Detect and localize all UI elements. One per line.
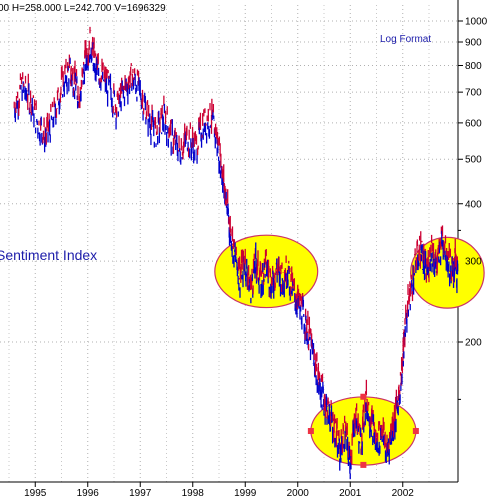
x-tick-label-1998: 1998 (182, 488, 205, 499)
x-tick-label-2001: 2001 (339, 488, 362, 499)
grid (0, 5, 458, 482)
handle-marker-3 (412, 428, 419, 435)
x-tick-label-2002: 2002 (392, 488, 415, 499)
y-tick-label-900: 900 (465, 38, 482, 49)
x-tick-label-2000: 2000 (287, 488, 310, 499)
highlight-ellipse-3 (410, 236, 485, 309)
y-tick-label-700: 700 (465, 88, 482, 99)
x-tick-label-1996: 1996 (77, 488, 100, 499)
y-tick-label-500: 500 (465, 155, 482, 166)
price-series (13, 26, 459, 480)
sentiment-index-label: Sentiment Index (0, 247, 97, 263)
y-tick-label-600: 600 (465, 118, 482, 129)
x-tick-label-1997: 1997 (129, 488, 152, 499)
handle-marker-4 (360, 461, 367, 468)
y-tick-label-200: 200 (465, 338, 482, 349)
y-tick-label-1000: 1000 (465, 17, 488, 28)
x-tick-label-1999: 1999 (234, 488, 257, 499)
log-format-label: Log Format (380, 34, 431, 45)
y-tick-label-300: 300 (465, 257, 482, 268)
handle-marker-1 (360, 393, 367, 400)
header-text: 00 H=258.000 L=242.700 V=1696329 (0, 3, 166, 14)
handle-markers (307, 393, 419, 468)
tick-labels: 1995 1996 1997 1998 1999 2000 2001 2002 1000 900 8… (24, 17, 488, 500)
y-tick-label-800: 800 (465, 61, 482, 72)
handle-marker-2 (307, 428, 314, 435)
x-tick-label-1995: 1995 (24, 488, 47, 499)
y-tick-label-400: 400 (465, 199, 482, 210)
